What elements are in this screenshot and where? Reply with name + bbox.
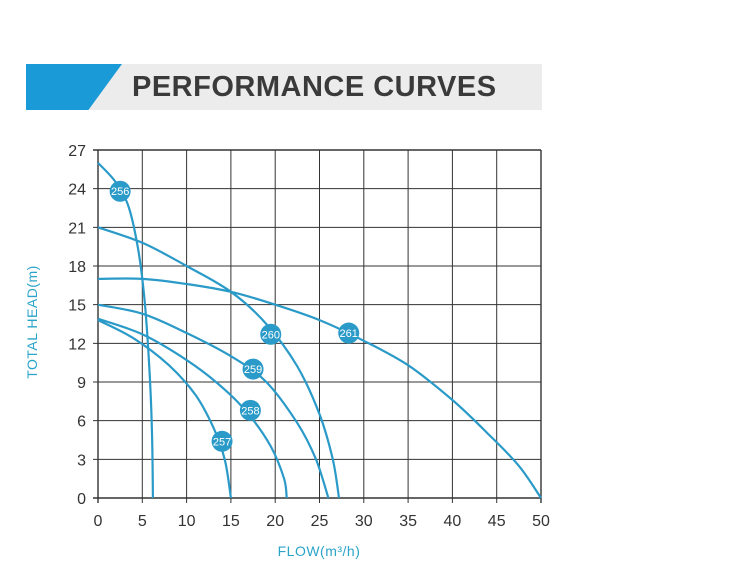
curve-marker-label: 258 bbox=[241, 405, 259, 417]
x-tick-label: 35 bbox=[399, 513, 417, 530]
curve-marker-260 bbox=[260, 323, 282, 345]
y-tick-label: 3 bbox=[77, 452, 86, 469]
curve-marker-label: 259 bbox=[244, 364, 262, 376]
y-tick-label: 27 bbox=[68, 143, 86, 160]
y-tick-label: 12 bbox=[68, 336, 86, 353]
x-tick-label: 50 bbox=[532, 513, 550, 530]
curve-258 bbox=[97, 317, 288, 499]
curve-marker-257 bbox=[211, 430, 233, 452]
x-tick-label: 40 bbox=[444, 513, 462, 530]
curve-marker-261 bbox=[338, 322, 360, 344]
x-tick-label: 10 bbox=[178, 513, 196, 530]
curve-marker-258 bbox=[239, 399, 261, 421]
x-axis-label: FLOW(m³/h) bbox=[278, 543, 361, 559]
x-tick-label: 5 bbox=[138, 513, 147, 530]
curve-259 bbox=[97, 303, 330, 499]
page-title: PERFORMANCE CURVES bbox=[132, 71, 497, 103]
x-tick-label: 30 bbox=[355, 513, 373, 530]
curve-marker-259 bbox=[242, 358, 264, 380]
grid bbox=[93, 149, 542, 503]
curve-256 bbox=[97, 162, 154, 499]
x-tick-label: 20 bbox=[266, 513, 284, 530]
x-tick-label: 25 bbox=[311, 513, 329, 530]
curve-marker-256 bbox=[109, 180, 131, 202]
y-tick-label: 0 bbox=[77, 491, 86, 508]
curve-marker-label: 261 bbox=[340, 328, 358, 340]
x-tick-label: 0 bbox=[94, 513, 103, 530]
y-tick-label: 15 bbox=[68, 298, 86, 315]
tick-labels: 0 5 10 15 20 25 30 35 40 45 50 0 3 6 9 12 15 18 21 24 27 bbox=[68, 143, 550, 530]
curve-marker-label: 257 bbox=[213, 436, 231, 448]
y-axis-label: TOTAL HEAD(m) bbox=[24, 265, 40, 379]
y-tick-label: 18 bbox=[68, 259, 86, 276]
y-tick-label: 21 bbox=[68, 220, 86, 237]
curve-257 bbox=[97, 319, 232, 499]
x-tick-label: 45 bbox=[488, 513, 506, 530]
y-tick-label: 9 bbox=[77, 375, 86, 392]
curve-marker-label: 260 bbox=[262, 329, 280, 341]
curve-260 bbox=[97, 226, 341, 499]
curve-marker-label: 256 bbox=[111, 186, 129, 198]
x-tick-label: 15 bbox=[222, 513, 240, 530]
y-tick-label: 6 bbox=[77, 414, 86, 431]
y-tick-label: 24 bbox=[68, 182, 86, 199]
curve-markers: 256 257 258 259 260 261 bbox=[109, 180, 360, 452]
